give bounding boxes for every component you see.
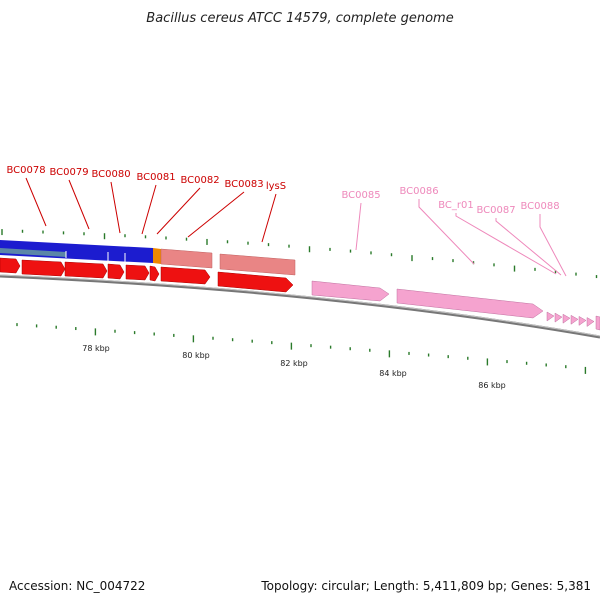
gene-leader-line (187, 191, 245, 238)
upper-tick-track (1, 229, 598, 279)
cds-arrow-bc0085[interactable] (311, 280, 390, 302)
gene-label[interactable]: BC0079 (49, 167, 88, 178)
cds-arrow-small[interactable] (586, 317, 595, 327)
cds-arrow-cluster[interactable] (546, 311, 595, 327)
map-title: Bacillus cereus ATCC 14579, complete gen… (146, 11, 453, 26)
gene-leader-line (495, 218, 562, 276)
feature-salmon-bar-1[interactable] (160, 248, 213, 269)
cds-arrow-small[interactable] (554, 312, 563, 323)
gene-label[interactable]: BC_r01 (438, 200, 474, 211)
feature-track (0, 240, 296, 276)
gene-label[interactable]: BC0087 (476, 205, 515, 216)
cds-arrow-bc0078[interactable] (21, 259, 66, 277)
cds-arrow-lyss[interactable] (217, 271, 294, 293)
gene-label-group: BC0078 BC0079 BC0080 BC0081 BC0082 BC0083 lysS… (6, 165, 567, 277)
gene-label[interactable]: BC0082 (180, 175, 219, 186)
gene-leader-line (25, 177, 47, 227)
genome-backbone-highlight (0, 274, 600, 337)
lower-tick-track (16, 323, 587, 374)
gene-leader-line (156, 187, 201, 235)
gene-leader-line (355, 202, 362, 251)
gene-label[interactable]: BC0085 (341, 190, 380, 201)
gene-label[interactable]: BC0088 (520, 201, 559, 212)
cds-arrow-bc0079[interactable] (64, 261, 108, 279)
gene-label[interactable]: BC0081 (136, 172, 175, 183)
cds-arrow-bc0082[interactable] (149, 265, 160, 282)
scale-label: 84 kbp (379, 369, 407, 378)
cds-arrow-bc0083[interactable] (160, 266, 211, 285)
scale-label: 86 kbp (478, 381, 506, 390)
feature-orange-bar[interactable] (153, 248, 161, 264)
cds-arrow-small[interactable] (570, 314, 579, 325)
feature-salmon-bar-2[interactable] (219, 253, 296, 276)
gene-leader-line (141, 184, 157, 235)
gene-leader-line (455, 213, 557, 275)
cds-arrow-small[interactable] (578, 315, 587, 326)
cds-arrow-bc0080[interactable] (107, 263, 125, 280)
cds-arrow-partial[interactable] (595, 315, 600, 331)
gene-label[interactable]: lysS (266, 181, 286, 192)
genome-summary: Topology: circular; Length: 5,411,809 bp… (261, 579, 591, 593)
gene-leader-line (539, 214, 567, 277)
gene-label[interactable]: BC0086 (399, 186, 438, 197)
gene-label[interactable]: BC0083 (224, 179, 263, 190)
scale-label: 78 kbp (82, 344, 110, 353)
gene-label[interactable]: BC0078 (6, 165, 45, 176)
accession-label: Accession: NC_004722 (9, 579, 146, 593)
gene-leader-line (261, 193, 277, 243)
scale-label: 80 kbp (182, 351, 210, 360)
cds-track (0, 257, 600, 331)
genome-backbone (0, 274, 600, 339)
scale-label-group: 78 kbp 80 kbp 82 kbp 84 kbp 86 kbp (82, 344, 506, 390)
cds-arrow-small[interactable] (546, 311, 555, 322)
cds-arrow-bc0086[interactable] (396, 288, 544, 319)
feature-blue-bar[interactable] (0, 240, 153, 263)
cds-arrow-bc0077[interactable] (0, 257, 21, 274)
gene-leader-line (110, 181, 121, 234)
cds-arrow-small[interactable] (562, 313, 571, 324)
gene-leader-line (418, 199, 475, 265)
gene-leader-line (68, 179, 90, 230)
scale-label: 82 kbp (280, 359, 308, 368)
gene-label[interactable]: BC0080 (91, 169, 130, 180)
cds-arrow-bc0081[interactable] (125, 264, 150, 281)
feature-steelblue-bar[interactable] (0, 248, 66, 257)
